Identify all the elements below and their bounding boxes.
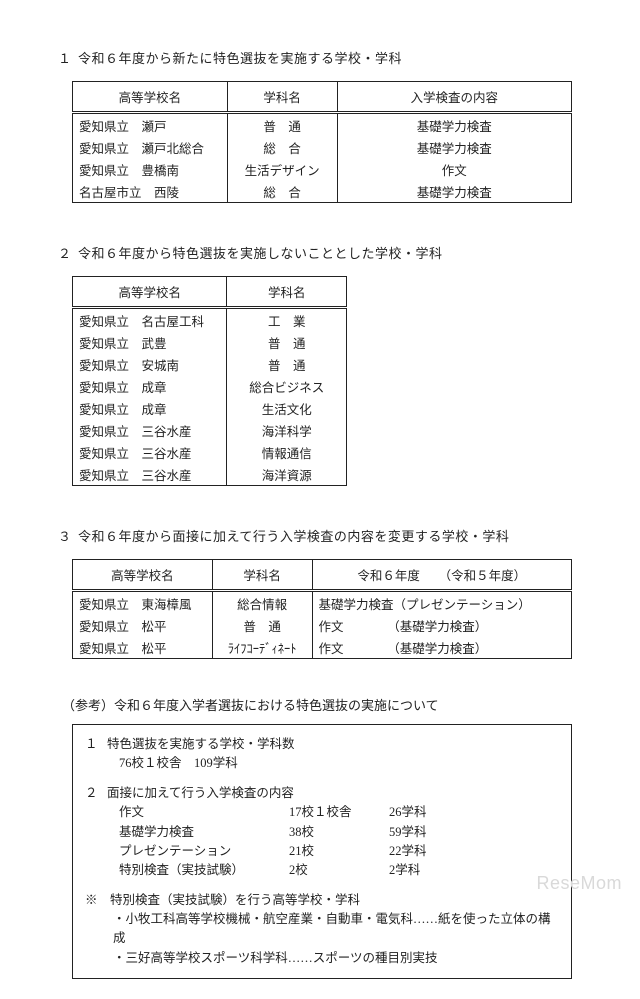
reference-title: （参考）令和６年度入学者選抜における特色選抜の実施について (62, 695, 582, 714)
table1-h3: 入学検査の内容 (337, 82, 571, 113)
table-row: 愛知県立 安城南普 通 (73, 353, 347, 375)
table-row: 愛知県立 三谷水産情報通信 (73, 441, 347, 463)
table1: 高等学校名 学科名 入学検査の内容 愛知県立 瀬戸 普 通 基礎学力検査 愛知県… (72, 81, 572, 203)
table-row: 愛知県立 松平 ﾗｲﾌｺｰﾃﾞｨﾈｰﾄ 作文 （基礎学力検査） (73, 636, 572, 659)
table2-h1: 高等学校名 (73, 277, 227, 308)
table-row: 名古屋市立 西陵 総 合 基礎学力検査 (73, 180, 572, 203)
table2-h2: 学科名 (227, 277, 347, 308)
table-row: 愛知県立 瀬戸 普 通 基礎学力検査 (73, 113, 572, 137)
table3-h3: 令和６年度 （令和５年度） (312, 560, 571, 591)
table-row: 愛知県立 名古屋工科工 業 (73, 308, 347, 332)
table-row: 愛知県立 成章生活文化 (73, 397, 347, 419)
table-row: 愛知県立 成章総合ビジネス (73, 375, 347, 397)
table3-h1: 高等学校名 (73, 560, 213, 591)
section1-title: １令和６年度から新たに特色選抜を実施する学校・学科 (58, 48, 582, 67)
watermark: ReseMom (536, 873, 622, 894)
table3: 高等学校名 学科名 令和６年度 （令和５年度） 愛知県立 東海樟風 総合情報 基… (72, 559, 572, 659)
table-row: 愛知県立 豊橋南 生活デザイン 作文 (73, 158, 572, 180)
table-row: 愛知県立 東海樟風 総合情報 基礎学力検査（プレゼンテーション） (73, 591, 572, 615)
table1-h1: 高等学校名 (73, 82, 228, 113)
table-row: 愛知県立 松平 普 通 作文 （基礎学力検査） (73, 614, 572, 636)
table-row: 愛知県立 三谷水産海洋資源 (73, 463, 347, 486)
table-row: 愛知県立 瀬戸北総合 総 合 基礎学力検査 (73, 136, 572, 158)
table-row: 愛知県立 三谷水産海洋科学 (73, 419, 347, 441)
table1-h2: 学科名 (227, 82, 337, 113)
table3-h2: 学科名 (212, 560, 312, 591)
section2-title: ２令和６年度から特色選抜を実施しないこととした学校・学科 (58, 243, 582, 262)
section3-title: ３令和６年度から面接に加えて行う入学検査の内容を変更する学校・学科 (58, 526, 582, 545)
reference-box: １特色選抜を実施する学校・学科数 76校１校舎 109学科 ２面接に加えて行う入… (72, 724, 572, 979)
table-row: 愛知県立 武豊普 通 (73, 331, 347, 353)
table2: 高等学校名 学科名 愛知県立 名古屋工科工 業 愛知県立 武豊普 通 愛知県立 … (72, 276, 347, 486)
